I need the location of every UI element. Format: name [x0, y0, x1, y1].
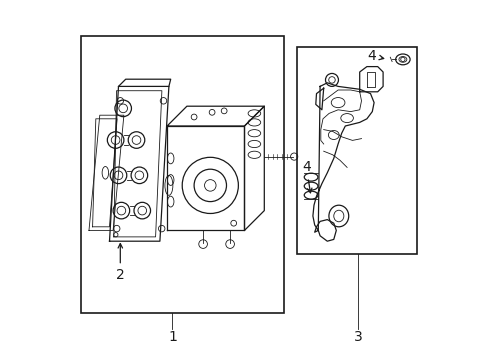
Bar: [81, 36, 284, 313]
Text: 1: 1: [168, 330, 177, 343]
Bar: [296, 47, 416, 254]
Text: 4: 4: [302, 161, 311, 193]
Text: 4: 4: [366, 49, 383, 63]
Text: 2: 2: [116, 244, 124, 282]
Text: 3: 3: [353, 330, 362, 343]
